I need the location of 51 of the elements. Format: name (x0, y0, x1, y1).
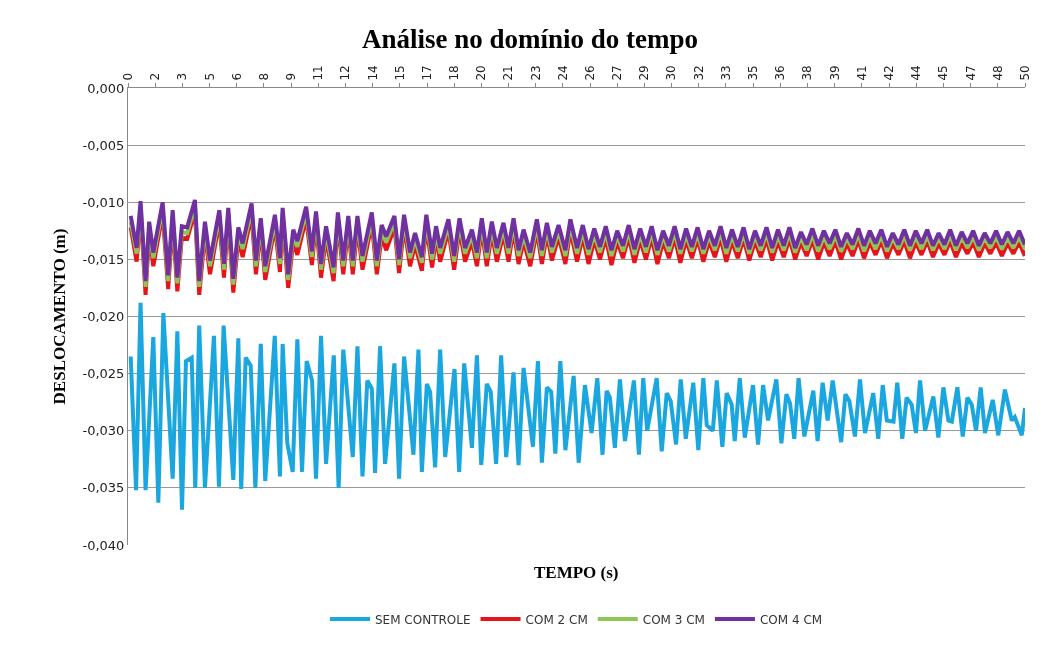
y-tick-label: -0,030 (82, 423, 125, 439)
y-tick-label: 0,000 (87, 80, 125, 96)
x-tick-label: 18 (447, 65, 462, 81)
legend-label: COM 2 CM (525, 612, 588, 627)
x-tick-label: 0 (120, 72, 135, 81)
legend-label: COM 3 CM (642, 612, 705, 627)
x-tick-label: 27 (610, 65, 625, 81)
x-tick-label: 50 (1017, 65, 1032, 81)
x-tick-label: 35 (746, 65, 761, 81)
x-tick-label: 8 (256, 72, 271, 81)
x-tick-label: 14 (365, 65, 380, 81)
x-tick-label: 30 (664, 65, 679, 81)
x-tick-label: 48 (990, 65, 1005, 81)
y-tick-label: -0,005 (82, 137, 125, 153)
x-tick-label: 33 (718, 65, 733, 81)
x-tick-label: 38 (800, 65, 815, 81)
y-tick-label: -0,025 (82, 366, 125, 382)
x-tick-label: 44 (909, 65, 924, 81)
x-tick-label: 29 (637, 65, 652, 81)
x-tick-label: 2 (148, 72, 163, 81)
x-tick-label: 39 (827, 65, 842, 81)
x-tick-label: 9 (283, 72, 298, 81)
legend-label: SEM CONTROLE (375, 612, 471, 627)
x-tick-label: 23 (528, 65, 543, 81)
x-tick-label: 47 (963, 65, 978, 81)
legend-label: COM 4 CM (759, 612, 823, 627)
x-tick-label: 20 (474, 65, 489, 81)
x-tick-label: 36 (773, 65, 788, 81)
y-tick-label: -0,020 (82, 309, 125, 325)
y-axis-title: DESLOCAMENTO (m) (50, 228, 70, 405)
x-tick-label: 17 (419, 65, 434, 81)
x-tick-label: 41 (854, 65, 869, 81)
x-tick-label: 3 (175, 72, 190, 81)
y-tick-label: -0,015 (82, 251, 125, 267)
x-tick-label: 5 (202, 72, 217, 81)
chart-title: Análise no domínio do tempo (361, 23, 699, 54)
x-tick-label: 21 (501, 65, 516, 81)
x-tick-label: 24 (555, 65, 570, 81)
x-tick-label: 42 (881, 65, 896, 81)
x-tick-label: 26 (583, 65, 598, 81)
x-tick-label: 12 (338, 65, 353, 81)
y-tick-label: -0,040 (82, 537, 125, 553)
x-tick-label: 45 (936, 65, 951, 81)
x-tick-label: 6 (229, 72, 244, 81)
x-tick-label: 32 (691, 65, 706, 81)
y-tick-label: -0,010 (82, 194, 125, 210)
x-tick-label: 15 (392, 65, 407, 81)
x-tick-label: 11 (311, 65, 326, 81)
line-series (128, 300, 1025, 512)
y-tick-label: -0,035 (82, 480, 125, 496)
x-axis-title: TEMPO (s) (534, 563, 619, 582)
